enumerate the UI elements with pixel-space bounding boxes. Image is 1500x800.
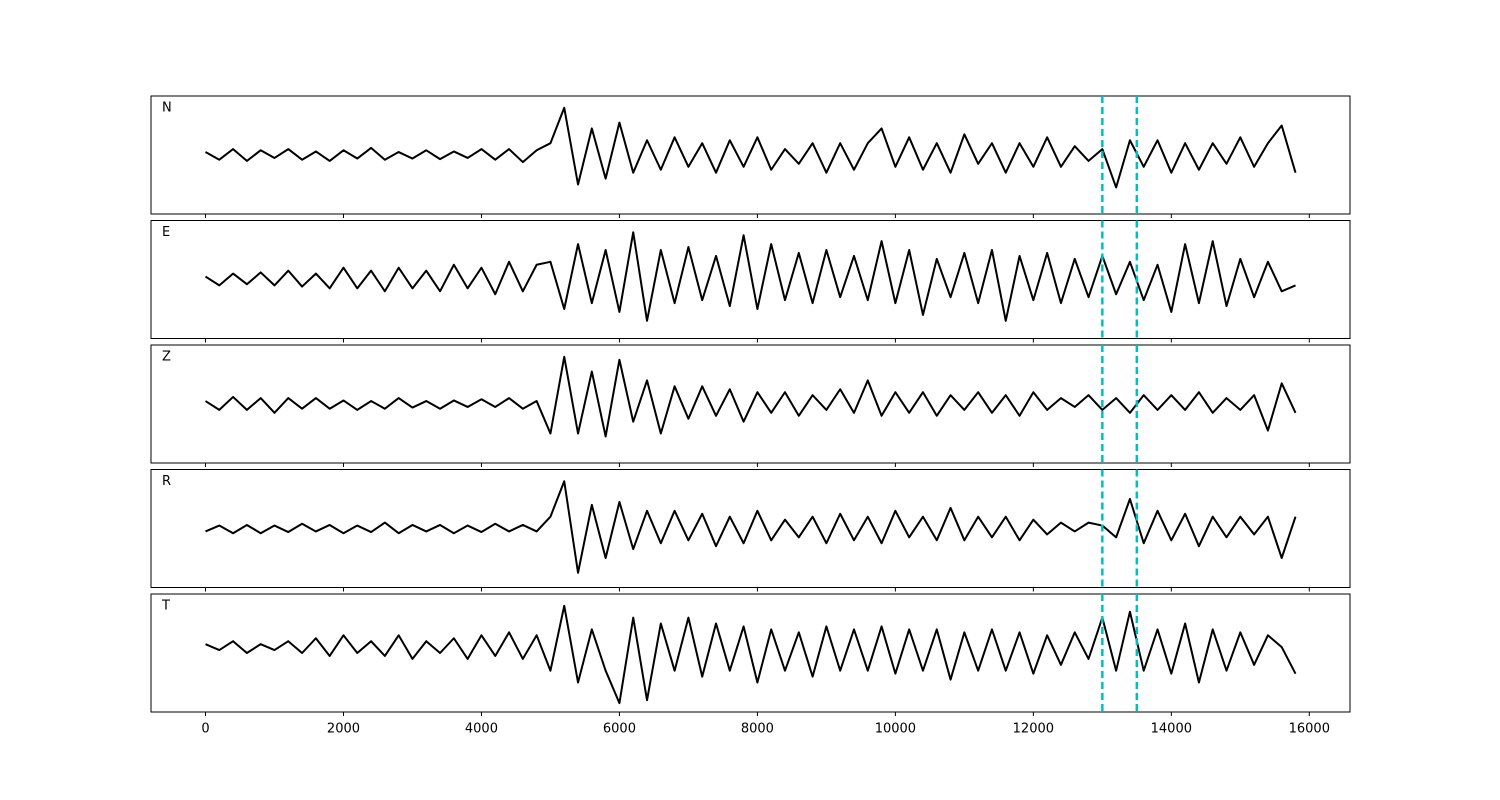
panel-label: E	[162, 225, 170, 240]
waveform	[205, 604, 1297, 705]
waveform	[205, 480, 1297, 574]
waveform	[204, 355, 1297, 438]
x-tick-label: 10000	[875, 722, 916, 737]
x-tick-label: 16000	[1289, 722, 1330, 737]
panel-frame	[150, 593, 1351, 713]
x-tick-label: 4000	[465, 722, 498, 737]
waveform	[204, 231, 1296, 322]
panel-frame	[150, 344, 1351, 464]
panel-label: N	[162, 101, 172, 116]
panel-label: R	[162, 474, 171, 489]
waveform	[205, 106, 1297, 189]
panel-frame	[150, 95, 1351, 215]
panel-frame	[150, 469, 1351, 588]
x-tick-label: 6000	[603, 722, 636, 737]
panel-label: T	[161, 599, 170, 614]
x-tick-label: 2000	[327, 722, 360, 737]
x-tick-label: 12000	[1013, 722, 1054, 737]
x-tick-label: 0	[201, 722, 209, 737]
panel-frame	[150, 220, 1351, 339]
x-tick-label: 14000	[1151, 722, 1192, 737]
x-tick-label: 8000	[741, 722, 774, 737]
panel-label: Z	[162, 350, 171, 365]
